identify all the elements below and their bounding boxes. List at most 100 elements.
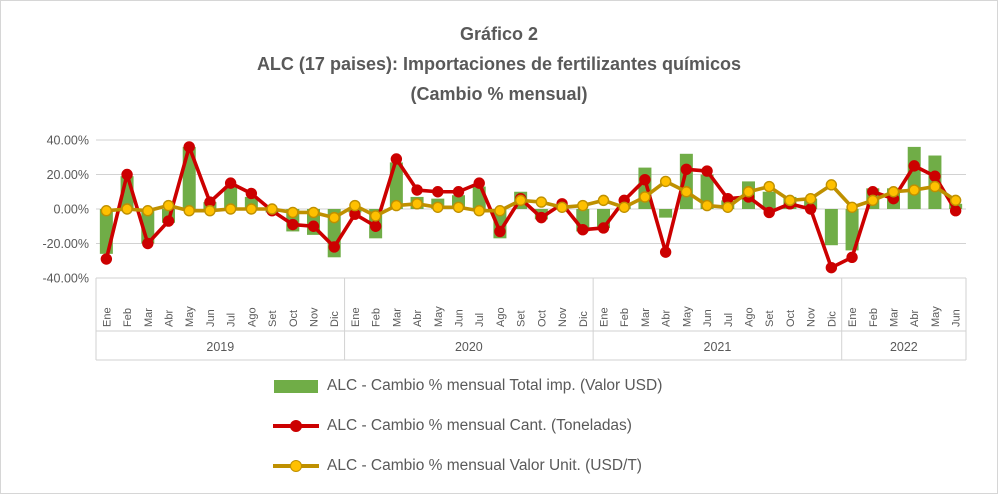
month-label: Abr <box>909 310 921 327</box>
series-marker <box>680 186 693 198</box>
series-marker <box>307 206 320 219</box>
month-label: Mar <box>889 308 901 327</box>
month-label: Dic <box>826 311 838 327</box>
series-marker <box>369 220 382 232</box>
month-label: Abr <box>164 310 176 327</box>
series-marker <box>639 191 651 203</box>
series-marker <box>887 186 900 198</box>
series-marker <box>390 199 403 212</box>
series-marker <box>784 194 796 207</box>
y-tick-label: 40.00% <box>47 134 89 148</box>
legend-line-marker-icon <box>273 413 319 439</box>
series-marker <box>825 261 838 274</box>
legend-item-cantidad: ALC - Cambio % mensual Cant. (Toneladas) <box>273 413 662 439</box>
series-marker <box>452 201 465 213</box>
valor-unit-line-series <box>100 175 962 224</box>
month-label: Nov <box>557 307 569 327</box>
month-label: May <box>433 306 445 327</box>
series-marker <box>556 201 568 213</box>
legend-line-marker-icon <box>273 453 319 479</box>
y-tick-label: -40.00% <box>42 272 89 286</box>
chart-title-line1: Gráfico 2 <box>459 24 539 44</box>
series-marker <box>183 205 195 217</box>
series-marker <box>804 192 817 205</box>
series-marker <box>701 165 713 177</box>
bar <box>845 209 859 251</box>
month-label: Ene <box>847 307 859 327</box>
chart-title-line3: (Cambio % mensual) <box>410 84 588 104</box>
series-marker <box>494 225 506 238</box>
month-label: Feb <box>122 308 134 327</box>
series-marker <box>287 218 299 231</box>
series-marker <box>908 160 920 172</box>
series-marker <box>742 186 755 198</box>
series-marker <box>266 203 278 215</box>
series-marker <box>680 163 693 176</box>
month-label: Set <box>516 310 528 327</box>
series-marker <box>949 205 962 217</box>
series-marker <box>867 194 879 207</box>
series-marker <box>307 220 320 232</box>
series-marker <box>618 201 630 213</box>
series-marker <box>763 180 775 193</box>
legend-label-valor-unit: ALC - Cambio % mensual Valor Unit. (USD/… <box>327 457 642 474</box>
month-label: May <box>930 306 942 327</box>
month-label: Set <box>764 310 776 327</box>
series-marker <box>411 184 423 196</box>
series-marker <box>162 199 175 212</box>
series-marker <box>287 206 299 219</box>
series-marker <box>846 251 858 264</box>
series-marker <box>473 205 485 217</box>
year-label: 2022 <box>890 340 918 354</box>
chart-title: Gráfico 2 ALC (17 paises): Importaciones… <box>1 19 997 109</box>
series-marker <box>328 241 340 253</box>
month-label: Oct <box>288 310 300 327</box>
month-label: May <box>184 306 196 327</box>
legend-label-total-imp: ALC - Cambio % mensual Total imp. (Valor… <box>327 377 663 394</box>
month-label: Abr <box>412 310 424 327</box>
series-marker <box>701 199 713 212</box>
series-marker <box>535 211 548 224</box>
legend-bar-swatch-icon <box>273 373 319 399</box>
series-marker <box>929 170 941 182</box>
month-label: Mar <box>640 308 652 327</box>
legend: ALC - Cambio % mensual Total imp. (Valor… <box>273 373 662 479</box>
series-marker <box>722 201 734 213</box>
y-tick-label: -20.00% <box>42 237 89 251</box>
month-label: Mar <box>391 308 403 327</box>
series-marker <box>639 173 651 186</box>
month-label: Jul <box>723 313 735 327</box>
month-labels: Ene Feb Mar Abr May Jun Jul Ago Set Oct Nov Dic Ene F… <box>101 306 962 327</box>
series-marker <box>659 246 672 258</box>
series-marker <box>204 205 216 217</box>
series-marker <box>846 201 858 213</box>
chart-title-line2: ALC (17 paises): Importaciones de fertil… <box>256 54 742 74</box>
month-label: Ago <box>246 307 258 327</box>
series-marker <box>494 205 506 217</box>
series-marker <box>432 186 444 198</box>
y-axis-labels: 40.00% 20.00% 0.00% -20.00% -40.00% <box>42 134 89 286</box>
legend-label-cantidad: ALC - Cambio % mensual Cant. (Toneladas) <box>327 417 632 434</box>
month-label: Oct <box>536 310 548 327</box>
series-marker <box>659 175 672 188</box>
bar <box>762 191 776 209</box>
month-label: Nov <box>309 307 321 327</box>
month-label: Ene <box>350 307 362 327</box>
month-label: Jul <box>474 313 486 327</box>
month-label: Ene <box>101 307 113 327</box>
series-marker <box>183 141 195 153</box>
month-label: Jun <box>205 309 217 327</box>
series-marker <box>121 203 133 215</box>
month-label: Jun <box>702 309 714 327</box>
month-label: Jul <box>226 313 238 327</box>
series-marker <box>142 205 154 217</box>
series-marker <box>949 194 962 207</box>
chart-plot-area: 40.00% 20.00% 0.00% -20.00% -40.00% Ene Feb Mar… <box>42 134 967 361</box>
month-label: Feb <box>868 308 880 327</box>
series-marker <box>452 186 465 198</box>
bar <box>659 209 673 218</box>
bar <box>224 186 238 209</box>
year-label: 2021 <box>704 340 732 354</box>
month-label: Ago <box>744 307 756 327</box>
series-marker <box>763 206 775 219</box>
